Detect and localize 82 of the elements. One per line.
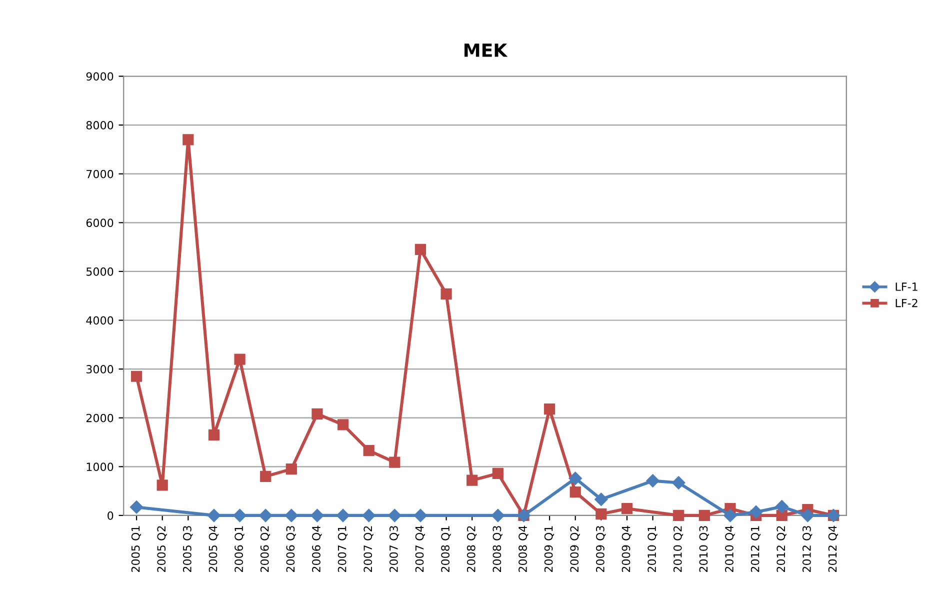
- point: [596, 508, 607, 520]
- x-tick-label: 2005 Q3: [182, 526, 193, 572]
- x-tick-label: 2005 Q4: [208, 526, 218, 572]
- point: [286, 464, 297, 475]
- x-tick-label: 2012 Q3: [802, 526, 812, 572]
- point: [208, 429, 220, 440]
- x-tick-label: 2012 Q2: [776, 526, 786, 572]
- point: [568, 472, 582, 485]
- point: [775, 500, 788, 514]
- y-tick-label: 0: [108, 511, 114, 520]
- point: [207, 508, 221, 522]
- point: [672, 476, 686, 490]
- y-tick-label: 4000: [86, 316, 114, 325]
- x-tick-label: 2006 Q3: [286, 526, 296, 572]
- point: [724, 508, 737, 522]
- x-tick-label: 2005 Q2: [157, 526, 167, 572]
- x-tick-label: 2007 Q1: [338, 526, 348, 572]
- point: [312, 408, 323, 420]
- y-tick-label: 8000: [86, 121, 114, 130]
- point: [646, 474, 660, 488]
- chart-title: MEK: [464, 44, 508, 57]
- y-tick-label: 5000: [86, 267, 114, 276]
- point: [259, 508, 272, 522]
- x-tick-label: 2012 Q4: [828, 526, 838, 572]
- y-tick-label: 2000: [86, 414, 114, 422]
- point: [388, 508, 402, 522]
- x-tick-label: 2010 Q3: [699, 526, 709, 572]
- point: [389, 456, 400, 468]
- point: [491, 508, 505, 522]
- point: [310, 508, 324, 522]
- point: [336, 508, 350, 522]
- x-tick-label: 2010 Q1: [648, 526, 658, 572]
- legend-label: LF-1: [896, 282, 918, 291]
- y-tick-label: 1000: [86, 462, 114, 472]
- x-tick-label: 2010 Q2: [673, 526, 684, 572]
- x-tick-label: 2007 Q3: [389, 526, 400, 572]
- x-tick-label: 2009 Q4: [622, 526, 632, 572]
- x-tick-label: 2009 Q1: [544, 526, 554, 572]
- y-tick-label: 3000: [86, 365, 114, 374]
- point: [801, 508, 814, 522]
- point: [362, 508, 376, 522]
- x-tick-label: 2010 Q4: [725, 526, 735, 572]
- point: [440, 288, 452, 300]
- point: [130, 500, 144, 514]
- point: [594, 492, 608, 506]
- x-tick-label: 2006 Q2: [260, 526, 270, 572]
- point: [698, 510, 710, 522]
- point: [466, 474, 478, 486]
- x-tick-label: 2006 Q4: [312, 526, 322, 572]
- point: [182, 134, 194, 146]
- y-tick-label: 9000: [86, 72, 114, 81]
- point: [233, 508, 246, 522]
- x-tick-label: 2012 Q1: [750, 526, 761, 572]
- point: [337, 419, 349, 430]
- point: [260, 470, 272, 482]
- point: [492, 468, 504, 480]
- y-tick-label: 6000: [86, 218, 114, 228]
- point: [749, 505, 763, 519]
- point: [414, 508, 428, 522]
- legend-label: LF-2: [896, 298, 918, 308]
- point: [673, 510, 684, 522]
- x-tick-label: 2008 Q4: [518, 526, 528, 572]
- x-tick-label: 2007 Q4: [415, 526, 425, 572]
- point: [130, 370, 142, 382]
- y-tick-label: 7000: [86, 170, 114, 178]
- x-tick-label: 2008 Q2: [466, 526, 477, 572]
- x-tick-label: 2009 Q2: [570, 526, 580, 572]
- point: [363, 444, 374, 456]
- x-tick-label: 2005 Q1: [131, 526, 142, 572]
- x-tick-label: 2008 Q3: [492, 526, 502, 572]
- point: [544, 404, 556, 415]
- point: [414, 244, 426, 256]
- point: [776, 510, 788, 522]
- x-tick-label: 2008 Q1: [441, 526, 451, 572]
- point: [234, 354, 246, 365]
- x-tick-label: 2007 Q2: [364, 526, 374, 572]
- point: [621, 503, 633, 514]
- x-tick-label: 2006 Q1: [234, 526, 244, 572]
- point: [156, 480, 168, 491]
- point: [284, 508, 298, 522]
- point: [570, 486, 581, 498]
- x-tick-label: 2009 Q3: [596, 526, 606, 572]
